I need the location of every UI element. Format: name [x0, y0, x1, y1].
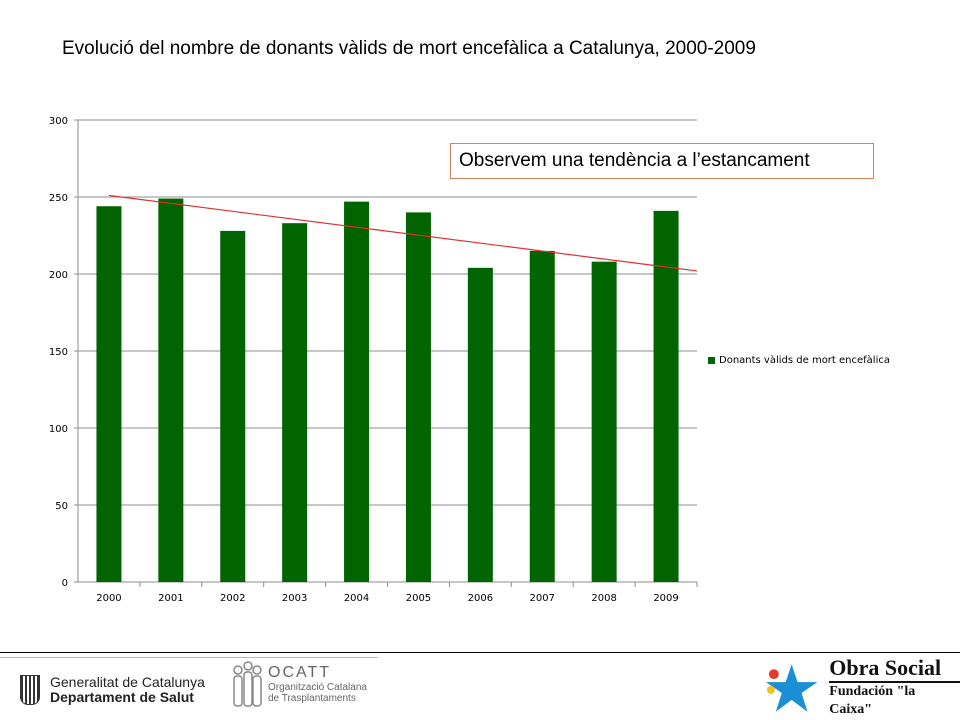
y-tick-label: 250: [49, 193, 68, 204]
ocatt-figures-icon: [233, 661, 262, 707]
footer-divider-secondary: [0, 657, 378, 658]
bar: [529, 250, 555, 582]
bar: [220, 230, 246, 582]
x-tick-label: 2009: [653, 593, 678, 604]
obra-social-name: Obra Social: [829, 655, 942, 680]
y-tick-label: 150: [49, 347, 68, 358]
legend-label: Donants vàlids de mort encefàlica: [719, 355, 890, 366]
obra-social-logo: Obra Social Fundación "la Caixa": [762, 657, 960, 719]
generalitat-logo: Generalitat de Catalunya Departament de …: [20, 675, 205, 705]
x-tick-label: 2002: [220, 593, 245, 604]
x-tick-label: 2004: [344, 593, 369, 604]
bar: [591, 261, 617, 582]
x-tick-label: 2000: [96, 593, 121, 604]
generalitat-name: Generalitat de Catalunya: [50, 674, 205, 690]
bar: [653, 210, 679, 583]
bar-chart: 0 50 100 150 200 250 300 2000 2001 2002 2003 2004 20…: [49, 116, 698, 604]
x-tick-label: 2001: [158, 593, 183, 604]
bar: [344, 201, 370, 582]
la-caixa-star-icon: [765, 664, 818, 712]
chart-title: Evolució del nombre de donants vàlids de…: [62, 38, 756, 59]
bar: [96, 206, 122, 583]
legend: Donants vàlids de mort encefàlica: [708, 355, 890, 366]
x-tick-label: 2006: [468, 593, 493, 604]
x-tick-label: 2003: [282, 593, 307, 604]
annotation-box: Observem una tendència a l’estancament: [450, 143, 874, 179]
y-tick-label: 50: [55, 501, 68, 512]
x-tick-label: 2007: [530, 593, 555, 604]
y-tick-label: 200: [49, 270, 68, 281]
ocatt-line1: Organització Catalana: [268, 682, 367, 693]
y-tick-label: 0: [62, 578, 68, 589]
x-tick-label: 2008: [591, 593, 616, 604]
bar: [405, 212, 431, 582]
y-tick-label: 300: [49, 116, 68, 127]
ocatt-name: OCATT: [268, 664, 332, 681]
ocatt-line2: de Trasplantaments: [268, 693, 356, 704]
x-tick-label: 2005: [406, 593, 431, 604]
footer-divider: [0, 652, 960, 653]
ocatt-logo: OCATT Organització Catalana de Trasplant…: [230, 660, 367, 710]
bar: [282, 223, 308, 582]
fundacion-name: Fundación "la Caixa": [829, 681, 960, 719]
bar: [158, 198, 184, 583]
trendline: [108, 194, 698, 272]
generalitat-crest-icon: [20, 675, 40, 705]
department-name: Departament de Salut: [50, 689, 194, 705]
y-tick-label: 100: [49, 424, 68, 435]
bar: [467, 267, 493, 582]
legend-swatch: [708, 357, 715, 364]
